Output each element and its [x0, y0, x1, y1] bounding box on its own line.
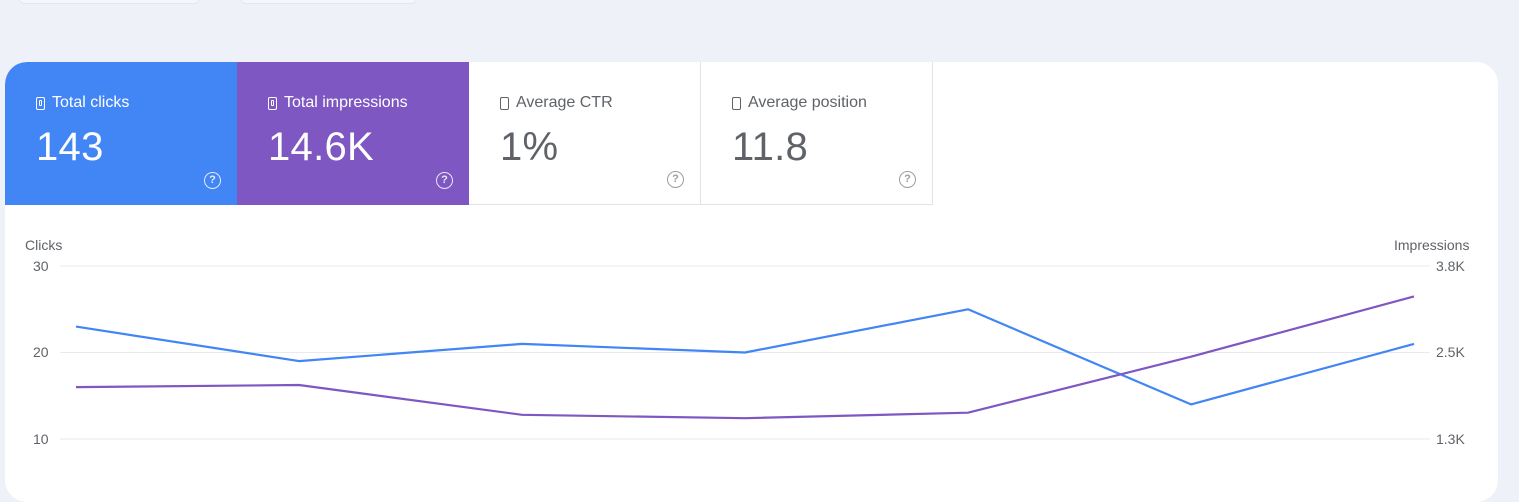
metric-value: 1% — [500, 125, 559, 169]
performance-card: Total clicks 143 ? Total impressions 14.… — [5, 62, 1498, 502]
metric-average-position[interactable]: Average position 11.8 ? — [701, 62, 933, 205]
right-tick-label: 3.8K — [1436, 258, 1465, 274]
metric-label: Average position — [748, 94, 867, 111]
left-tick-label: 10 — [33, 431, 49, 447]
metric-value: 14.6K — [268, 125, 375, 169]
data-point-clicks[interactable] — [1408, 338, 1420, 350]
data-point-clicks[interactable] — [962, 303, 974, 315]
right-axis-title: Impressions — [1394, 237, 1470, 253]
left-tick-label: 20 — [33, 344, 49, 360]
right-tick-label: 2.5K — [1436, 344, 1465, 360]
metric-tiles: Total clicks 143 ? Total impressions 14.… — [5, 62, 933, 205]
series-line-clicks[interactable] — [75, 308, 1415, 406]
metric-label: Total impressions — [284, 94, 408, 111]
metric-label: Average CTR — [516, 94, 613, 111]
series-line-impressions[interactable] — [75, 295, 1415, 420]
data-point-impressions[interactable] — [1185, 351, 1197, 363]
data-point-impressions[interactable] — [1408, 290, 1420, 302]
data-point-impressions[interactable] — [962, 407, 974, 419]
data-point-clicks[interactable] — [739, 347, 751, 359]
metric-value: 143 — [36, 125, 104, 169]
metric-total-impressions[interactable]: Total impressions 14.6K ? — [237, 62, 469, 205]
data-point-clicks[interactable] — [70, 321, 82, 333]
top-tab-right[interactable] — [240, 0, 417, 4]
left-axis-title: Clicks — [25, 237, 63, 253]
checkbox-unchecked-icon[interactable] — [500, 96, 509, 110]
right-tick-label: 1.3K — [1436, 431, 1465, 447]
metric-value: 11.8 — [732, 125, 809, 169]
metric-average-ctr[interactable]: Average CTR 1% ? — [469, 62, 701, 205]
help-icon[interactable]: ? — [204, 172, 221, 189]
help-icon[interactable]: ? — [667, 171, 684, 188]
data-point-clicks[interactable] — [516, 338, 528, 350]
metric-total-clicks[interactable]: Total clicks 143 ? — [5, 62, 237, 205]
data-point-impressions[interactable] — [739, 412, 751, 424]
help-icon[interactable]: ? — [436, 172, 453, 189]
data-point-clicks[interactable] — [1185, 398, 1197, 410]
help-icon[interactable]: ? — [899, 171, 916, 188]
data-point-impressions[interactable] — [516, 409, 528, 421]
left-tick-label: 30 — [33, 258, 49, 274]
performance-chart[interactable] — [5, 62, 1498, 502]
checkbox-checked-icon[interactable] — [268, 96, 277, 110]
checkbox-checked-icon[interactable] — [36, 96, 45, 110]
data-point-impressions[interactable] — [293, 379, 305, 391]
top-tab-left[interactable] — [18, 0, 200, 4]
data-point-clicks[interactable] — [293, 355, 305, 367]
checkbox-unchecked-icon[interactable] — [732, 96, 741, 110]
metric-label: Total clicks — [52, 94, 130, 111]
data-point-impressions[interactable] — [70, 381, 82, 393]
